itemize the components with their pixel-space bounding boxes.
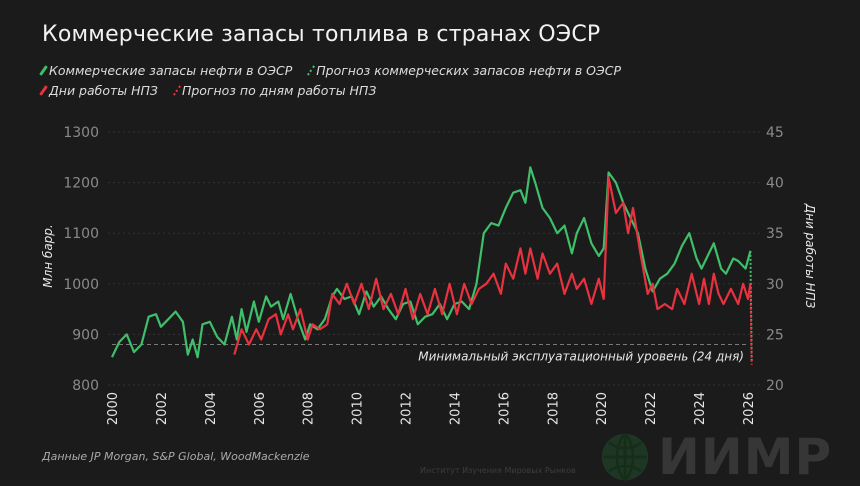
globe-icon — [601, 432, 649, 482]
legend-item-stocks-forecast: Прогноз коммерческих запасов нефти в ОЭС… — [307, 63, 622, 78]
x-tick: 2016 — [497, 392, 512, 425]
y-tick-left: 1000 — [63, 277, 99, 293]
x-tick: 2010 — [351, 392, 366, 425]
legend-row-2: Дни работы НПЗ Прогноз по дням работы НП… — [39, 83, 377, 98]
series-line-days — [233, 176, 752, 355]
y-tick-left: 900 — [72, 327, 99, 343]
legend-item-days-forecast: Прогноз по дням работы НПЗ — [172, 83, 377, 98]
series-line-days-forecast — [749, 283, 753, 365]
y-tick-left: 1200 — [63, 176, 99, 192]
legend-item-stocks: Коммерческие запасы нефти в ОЭСР — [39, 63, 293, 78]
legend-row-1: Коммерческие запасы нефти в ОЭСР Прогноз… — [39, 63, 622, 78]
legend-label: Прогноз по дням работы НПЗ — [181, 83, 377, 98]
y-tick-right: 20 — [766, 378, 784, 394]
y-tick-left: 800 — [72, 378, 99, 394]
y-tick-right: 30 — [766, 277, 784, 293]
x-tick: 2026 — [742, 392, 757, 425]
x-tick: 2014 — [448, 392, 463, 425]
x-tick: 2024 — [693, 392, 708, 425]
y-tick-right: 45 — [766, 125, 784, 141]
x-tick: 2006 — [253, 392, 268, 425]
y-tick-right: 35 — [766, 226, 784, 242]
series-line-stocks — [111, 166, 752, 359]
series-line-stocks-forecast — [749, 250, 753, 363]
y-tick-right: 40 — [766, 176, 784, 192]
x-tick: 2002 — [155, 392, 170, 425]
y-axis-label-right: Дни работы НПЗ — [803, 203, 817, 309]
y-tick-left: 1100 — [63, 226, 99, 242]
y-axis-label-left: Млн барр. — [41, 224, 55, 288]
x-tick: 2000 — [106, 392, 121, 425]
x-tick: 2020 — [595, 392, 610, 425]
logo-subtitle: Институт Изучения Мировых Рынков — [420, 466, 576, 475]
min-level-label: Минимальный эксплуатационный уровень (24… — [418, 350, 744, 364]
x-tick: 2018 — [546, 392, 561, 425]
legend-label: Прогноз коммерческих запасов нефти в ОЭС… — [316, 63, 622, 78]
x-tick: 2008 — [302, 392, 317, 425]
x-tick: 2012 — [400, 392, 415, 425]
source-note: Данные JP Morgan, S&P Global, WoodMacken… — [42, 450, 310, 463]
legend-label: Дни работы НПЗ — [49, 83, 158, 98]
y-tick-right: 25 — [766, 327, 784, 343]
x-tick: 2022 — [644, 392, 659, 425]
legend-item-days: Дни работы НПЗ — [39, 83, 158, 98]
legend-label: Коммерческие запасы нефти в ОЭСР — [49, 63, 293, 78]
y-tick-left: 1300 — [63, 125, 99, 141]
logo: ИИМР — [600, 432, 832, 482]
logo-text: ИИМР — [658, 428, 833, 486]
x-tick: 2004 — [204, 392, 219, 425]
chart-title: Коммерческие запасы топлива в странах ОЭ… — [42, 22, 601, 47]
